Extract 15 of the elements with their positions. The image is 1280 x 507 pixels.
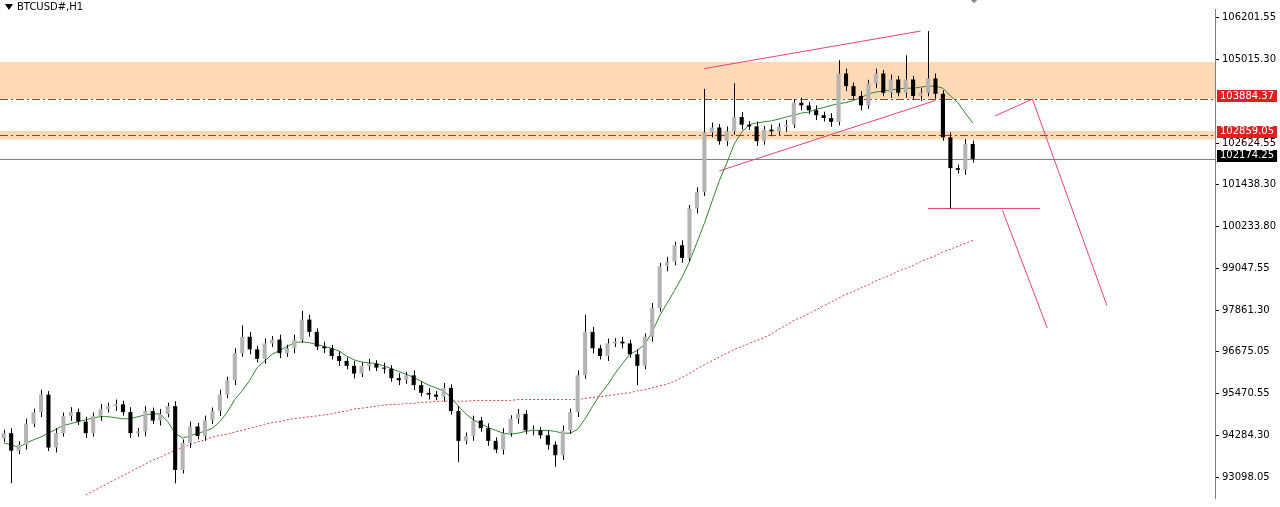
y-tick-label: 97861.30	[1222, 303, 1270, 315]
y-tick-label: 95470.55	[1222, 387, 1270, 399]
ref-line-label: 102859.05	[1220, 125, 1275, 137]
y-tick-label: 99047.55	[1222, 262, 1270, 274]
ref-line-label: 102174.25	[1220, 149, 1275, 161]
chart-title: BTCUSD#,H1	[17, 1, 84, 13]
y-tick-label: 106201.55	[1222, 11, 1277, 23]
ref-line-label: 103884.37	[1220, 89, 1275, 101]
y-tick-label: 93098.05	[1222, 470, 1270, 482]
y-tick-label: 96675.05	[1222, 345, 1270, 357]
y-tick-label: 105015.30	[1222, 52, 1277, 64]
y-tick-label: 101438.30	[1222, 178, 1277, 190]
y-tick-label: 102624.55	[1222, 136, 1277, 148]
y-tick-label: 100233.80	[1222, 220, 1277, 232]
y-tick-label: 94284.30	[1222, 429, 1270, 441]
